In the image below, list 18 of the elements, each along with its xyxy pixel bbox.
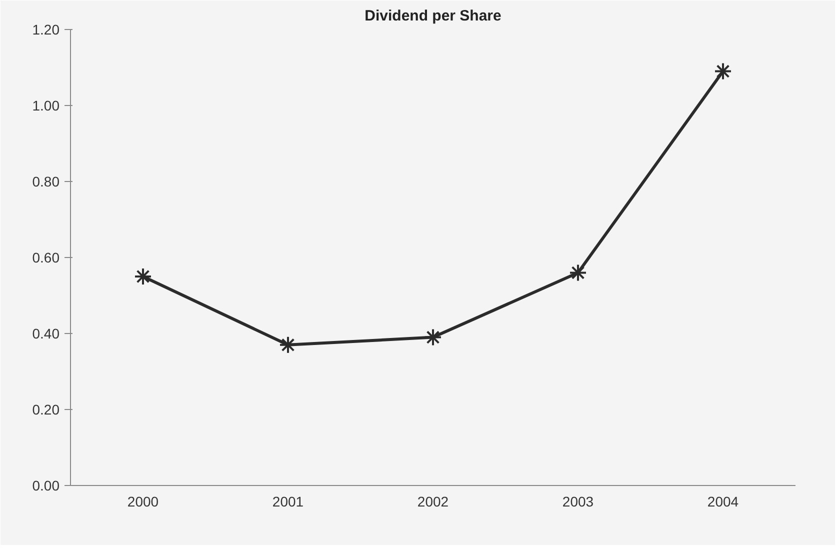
y-tick-label: 0.00 [32,478,60,494]
x-tick-label: 2001 [272,494,304,510]
point [134,268,152,286]
y-tick-label: 1.20 [32,22,60,38]
x-tick-label: 2002 [417,494,449,510]
x-tick-label: 2003 [562,494,594,510]
point [279,336,297,354]
point [714,62,732,80]
point [569,264,587,282]
x-tick-label: 2000 [127,494,159,510]
point [424,328,442,346]
x-tick-label: 2004 [707,494,739,510]
y-tick-label: 1.00 [32,98,60,114]
y-tick-label: 0.20 [32,402,60,418]
y-tick-label: 0.80 [32,174,60,190]
chart-title: Dividend per Share [364,8,502,24]
y-tick-label: 0.40 [32,326,60,342]
y-tick-label: 0.60 [32,250,60,266]
